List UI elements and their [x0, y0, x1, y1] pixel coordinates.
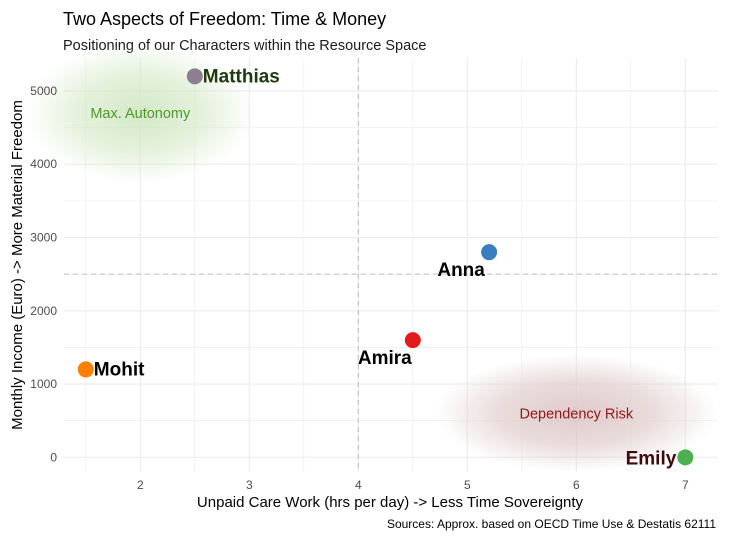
y-tick-label: 4000	[30, 157, 57, 171]
x-tick-label: 2	[137, 478, 144, 492]
x-tick-label: 6	[573, 478, 580, 492]
y-axis-title: Monthly Income (Euro) -> More Material F…	[9, 100, 26, 430]
point-mohit	[77, 361, 94, 378]
x-tick-label: 7	[682, 478, 689, 492]
y-tick-label: 0	[50, 450, 57, 464]
point-labels: Matthias Anna Amira Mohit Emily	[94, 66, 677, 469]
point-label-emily: Emily	[626, 448, 677, 469]
x-tick-label: 3	[246, 478, 253, 492]
point-label-mohit: Mohit	[94, 359, 145, 380]
tick-labels: 2 3 4 5 6 7 0 1000 2000 3000 4000 5000	[30, 84, 689, 492]
reference-lines	[64, 58, 718, 472]
zone-label: Dependency Risk	[519, 406, 633, 422]
zone-label: Max. Autonomy	[90, 106, 191, 122]
y-tick-label: 1000	[30, 377, 57, 391]
x-tick-label: 4	[355, 478, 362, 492]
zones: Max. Autonomy Dependency Risk	[25, 43, 718, 472]
point-label-matthias: Matthias	[203, 66, 280, 87]
y-tick-label: 2000	[30, 304, 57, 318]
data-points	[77, 68, 694, 466]
y-tick-label: 5000	[30, 84, 57, 98]
point-emily	[677, 449, 694, 466]
point-amira	[404, 332, 421, 349]
chart-title: Two Aspects of Freedom: Time & Money	[63, 9, 386, 29]
point-matthias	[186, 68, 203, 85]
x-axis-title: Unpaid Care Work (hrs per day) -> Less T…	[197, 494, 584, 511]
point-label-anna: Anna	[437, 260, 485, 281]
y-tick-label: 3000	[30, 231, 57, 245]
point-label-amira: Amira	[358, 348, 412, 369]
x-tick-label: 5	[464, 478, 471, 492]
zone-1-area	[434, 354, 718, 472]
point-anna	[481, 244, 498, 261]
caption: Sources: Approx. based on OECD Time Use …	[387, 517, 716, 531]
